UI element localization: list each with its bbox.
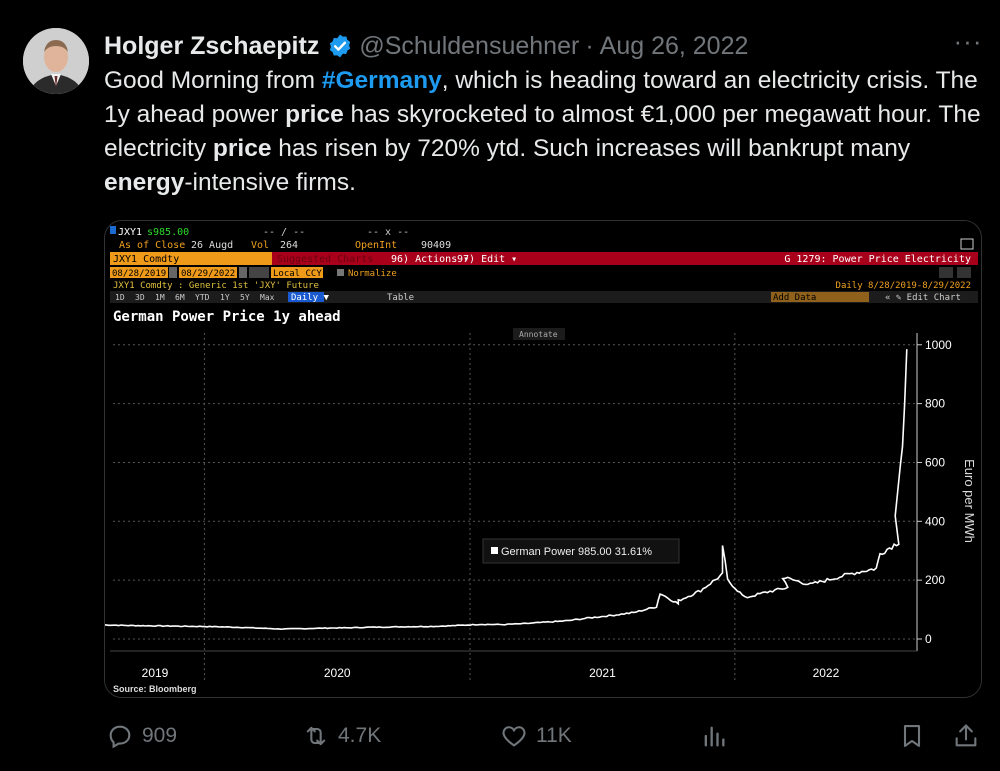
separator: · [585, 31, 594, 60]
start-date-field[interactable]: 08/28/2019 [112, 269, 166, 279]
series-line-german-power [105, 349, 908, 631]
action-bar: 909 4.7K 11K [0, 718, 1000, 754]
x-tick-label: 2022 [813, 666, 840, 680]
chart-title: German Power Price 1y ahead [113, 309, 341, 325]
tweet-date[interactable]: Aug 26, 2022 [599, 31, 749, 60]
vol-value: 264 [280, 240, 298, 251]
text-segment: Good Morning from [104, 67, 322, 94]
like-button[interactable]: 11K [500, 718, 572, 754]
reply-count: 909 [142, 724, 178, 747]
avatar[interactable] [23, 28, 89, 94]
y-tick-label: 1000 [925, 338, 952, 352]
period-button[interactable]: 1Y [220, 293, 230, 302]
y-axis-label: Euro per MWh [962, 459, 977, 543]
size: -- x -- [367, 227, 409, 238]
security-field[interactable]: JXY1 Comdty [113, 254, 179, 265]
author-name[interactable]: Holger Zschaepitz [104, 31, 320, 60]
chart-code: G 1279: Power Price Electricity [784, 254, 971, 265]
avatar-image [23, 28, 89, 94]
period-button[interactable]: 5Y [240, 293, 250, 302]
tweet-header: Holger Zschaepitz @Schuldensuehner · Aug… [104, 30, 748, 62]
text-segment: has risen by 720% ytd. Such increases wi… [271, 135, 911, 162]
bloomberg-chart-image: JXY1 s985.00 -- / -- -- x -- As of Close… [105, 221, 981, 697]
add-data-field[interactable]: Add Data [773, 293, 816, 303]
as-of-date: 26 Augd [191, 240, 233, 251]
currency-field[interactable]: Local CCY [273, 269, 322, 279]
y-tick-label: 0 [925, 632, 932, 646]
period-button[interactable]: Max [260, 293, 275, 302]
daily-button[interactable]: Daily ▼ [291, 293, 330, 303]
vol-label: Vol [251, 240, 269, 251]
y-tick-label: 200 [925, 573, 945, 587]
verified-badge-icon[interactable] [327, 33, 353, 59]
like-count: 11K [536, 724, 572, 747]
x-tick-label: 2021 [589, 666, 616, 680]
retweet-icon [306, 726, 326, 746]
share-button[interactable] [952, 718, 988, 754]
table-button[interactable]: Table [387, 293, 414, 303]
tweet-media[interactable]: JXY1 s985.00 -- / -- -- x -- As of Close… [104, 220, 982, 698]
period-button[interactable]: 1M [155, 293, 165, 302]
text-bold: price [212, 135, 272, 162]
period-button[interactable]: 1D [115, 293, 125, 302]
legend-label: German Power 985.00 31.61% [501, 546, 652, 558]
period-button[interactable]: 3D [135, 293, 145, 302]
period-button[interactable]: YTD [195, 293, 210, 302]
bid-ask: -- / -- [263, 227, 305, 238]
reply-icon [109, 725, 131, 749]
author-handle[interactable]: @Schuldensuehner [359, 31, 580, 60]
openint-value: 90409 [421, 240, 451, 251]
popout-icon[interactable] [960, 238, 974, 250]
analytics-icon [704, 726, 725, 747]
heart-icon [502, 726, 526, 747]
bookmark-button[interactable] [898, 718, 934, 754]
text-segment: , which is heading toward an electricity… [104, 67, 978, 128]
bookmark-icon [903, 725, 921, 747]
period-buttons: 1D 3D 1M 6M YTD 1Y 5Y Max [115, 293, 275, 302]
text-bold: price [285, 101, 344, 128]
openint-label: OpenInt [355, 240, 397, 251]
normalize-label: Normalize [348, 269, 397, 279]
x-ticks: 2019 2020 2021 2022 [142, 666, 840, 680]
edit-chart-button[interactable]: « ✎ Edit Chart [885, 293, 961, 303]
actions-menu[interactable]: 96) Actions ▾ [391, 254, 469, 265]
y-ticks: 0 200 400 600 800 1000 [917, 338, 952, 646]
text-bold: energy [104, 169, 185, 196]
retweet-count: 4.7K [338, 724, 382, 747]
views-button[interactable] [700, 718, 736, 754]
ticker: JXY1 [118, 227, 142, 238]
reply-button[interactable]: 909 [106, 718, 177, 754]
last-price: s985.00 [147, 227, 189, 238]
periodicity-range: Daily 8/28/2019-8/29/2022 [836, 281, 971, 291]
as-of-label: As of Close [119, 240, 185, 251]
suggested-charts-button[interactable]: Suggested Charts [277, 254, 373, 265]
period-button[interactable]: 6M [175, 293, 185, 302]
legend-swatch [491, 547, 498, 554]
text-segment: -intensive firms. [184, 169, 356, 196]
y-tick-label: 800 [925, 397, 945, 411]
retweet-button[interactable]: 4.7K [302, 718, 381, 754]
source-label: Source: Bloomberg [113, 684, 197, 694]
x-tick-label: 2020 [324, 666, 351, 680]
annotate-button[interactable]: Annotate [519, 330, 558, 339]
text-segment: has skyrocketed to almost €1,000 per meg… [104, 101, 981, 162]
more-options-icon[interactable]: ··· [953, 26, 983, 56]
end-date-field[interactable]: 08/29/2022 [181, 269, 235, 279]
edit-menu[interactable]: 97) Edit ▾ [457, 254, 517, 265]
y-tick-label: 400 [925, 514, 945, 528]
hashtag-link[interactable]: #Germany [321, 67, 442, 94]
security-description: JXY1 Comdty : Generic 1st 'JXY' Future [113, 281, 319, 291]
y-tick-label: 600 [925, 455, 945, 469]
normalize-checkbox[interactable] [337, 269, 344, 276]
tweet-text: Good Morning from #Germany, which is hea… [104, 64, 984, 200]
share-icon [955, 724, 977, 747]
x-tick-label: 2019 [142, 666, 169, 680]
